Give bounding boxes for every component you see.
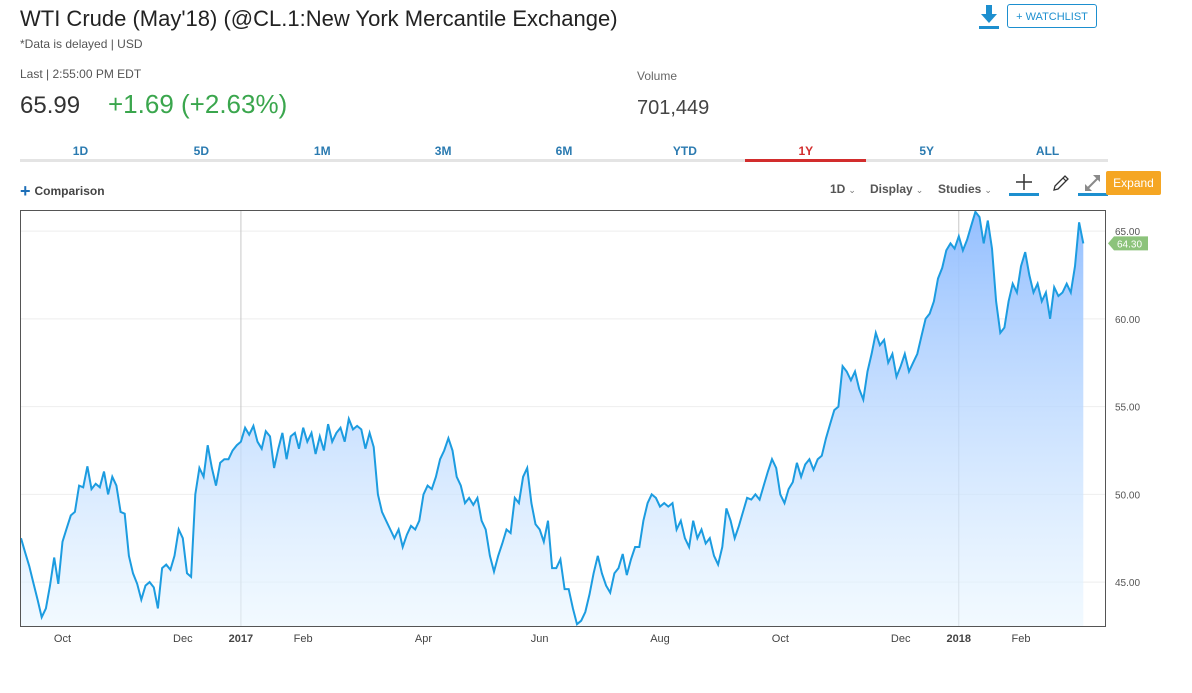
studies-label: Studies [938, 182, 982, 196]
expand-tool-button[interactable] [1078, 172, 1108, 196]
tab-5y[interactable]: 5Y [866, 140, 988, 162]
tab-6m[interactable]: 6M [503, 140, 625, 162]
expand-button[interactable]: Expand [1106, 171, 1161, 195]
time-range-tabs: 1D 5D 1M 3M 6M YTD 1Y 5Y ALL [20, 140, 1109, 162]
y-tick-label: 65.00 [1115, 227, 1140, 238]
expand-arrows-icon [1078, 175, 1108, 196]
x-tick-label: Feb [294, 633, 313, 645]
x-tick-label: Aug [650, 633, 670, 645]
data-delay-note: *Data is delayed | USD [20, 37, 143, 51]
crosshair-tool-button[interactable] [1009, 172, 1039, 196]
chevron-down-icon: ⌄ [915, 185, 924, 195]
last-value-label: 64.30 [1117, 239, 1142, 250]
page-title: WTI Crude (May'18) (@CL.1:New York Merca… [20, 6, 618, 31]
x-tick-label: Apr [415, 633, 432, 645]
x-tick-label: Oct [772, 633, 789, 645]
studies-dropdown[interactable]: Studies ⌄ [938, 182, 992, 196]
price-area-fill [21, 211, 1084, 627]
tab-1m[interactable]: 1M [261, 140, 383, 162]
display-label: Display [870, 182, 913, 196]
last-price: 65.99 [20, 92, 81, 119]
interval-dropdown[interactable]: 1D ⌄ [830, 182, 856, 196]
price-line [20, 210, 1085, 626]
crosshair-icon [1009, 174, 1039, 196]
price-change: +1.69 (+2.63%) [108, 89, 288, 119]
tab-ytd[interactable]: YTD [624, 140, 746, 162]
draw-tool-button[interactable] [1046, 172, 1076, 196]
x-tick-label: Feb [1012, 633, 1031, 645]
tab-1d[interactable]: 1D [20, 140, 141, 162]
y-axis: 45.00 50.00 55.00 60.00 65.00 [1115, 227, 1140, 589]
x-tick-label: 2018 [947, 633, 971, 645]
y-tick-label: 45.00 [1115, 578, 1140, 589]
display-dropdown[interactable]: Display ⌄ [870, 182, 923, 196]
pencil-icon [1053, 175, 1069, 191]
comparison-button[interactable]: + Comparison [20, 181, 105, 202]
last-value-badge-shape [1108, 236, 1148, 251]
y-tick-label: 60.00 [1115, 315, 1140, 326]
volume-value: 701,449 [637, 97, 710, 119]
volume-label: Volume [637, 69, 678, 83]
tab-5d[interactable]: 5D [140, 140, 262, 162]
x-axis: Oct Dec 2017 Feb Apr Jun Aug Oct Dec 2018 Feb [54, 633, 1031, 645]
last-value-badge: 64.30 [1108, 236, 1148, 251]
x-tick-label: Jun [531, 633, 549, 645]
comparison-label: Comparison [34, 184, 105, 198]
add-to-watchlist-button[interactable]: + WATCHLIST [1007, 4, 1097, 28]
tab-all[interactable]: ALL [987, 140, 1109, 162]
y-tick-label: 55.00 [1115, 403, 1140, 414]
price-chart[interactable]: 45.00 50.00 55.00 60.00 65.00 Oct Dec 2017 Feb A… [20, 210, 1170, 665]
x-tick-label: Dec [173, 633, 193, 645]
download-icon[interactable] [978, 4, 1000, 30]
chevron-down-icon: ⌄ [984, 185, 992, 195]
x-tick-label: 2017 [229, 633, 253, 645]
y-tick-label: 50.00 [1115, 490, 1140, 501]
plot-frame [20, 210, 1106, 627]
last-update-label: Last | 2:55:00 PM EDT [20, 67, 142, 81]
chevron-down-icon: ⌄ [848, 185, 856, 195]
plus-icon: + [20, 181, 31, 201]
interval-label: 1D [830, 182, 846, 196]
tab-1y[interactable]: 1Y [745, 140, 867, 162]
tab-3m[interactable]: 3M [382, 140, 504, 162]
x-tick-label: Oct [54, 633, 71, 645]
x-tick-label: Dec [891, 633, 911, 645]
